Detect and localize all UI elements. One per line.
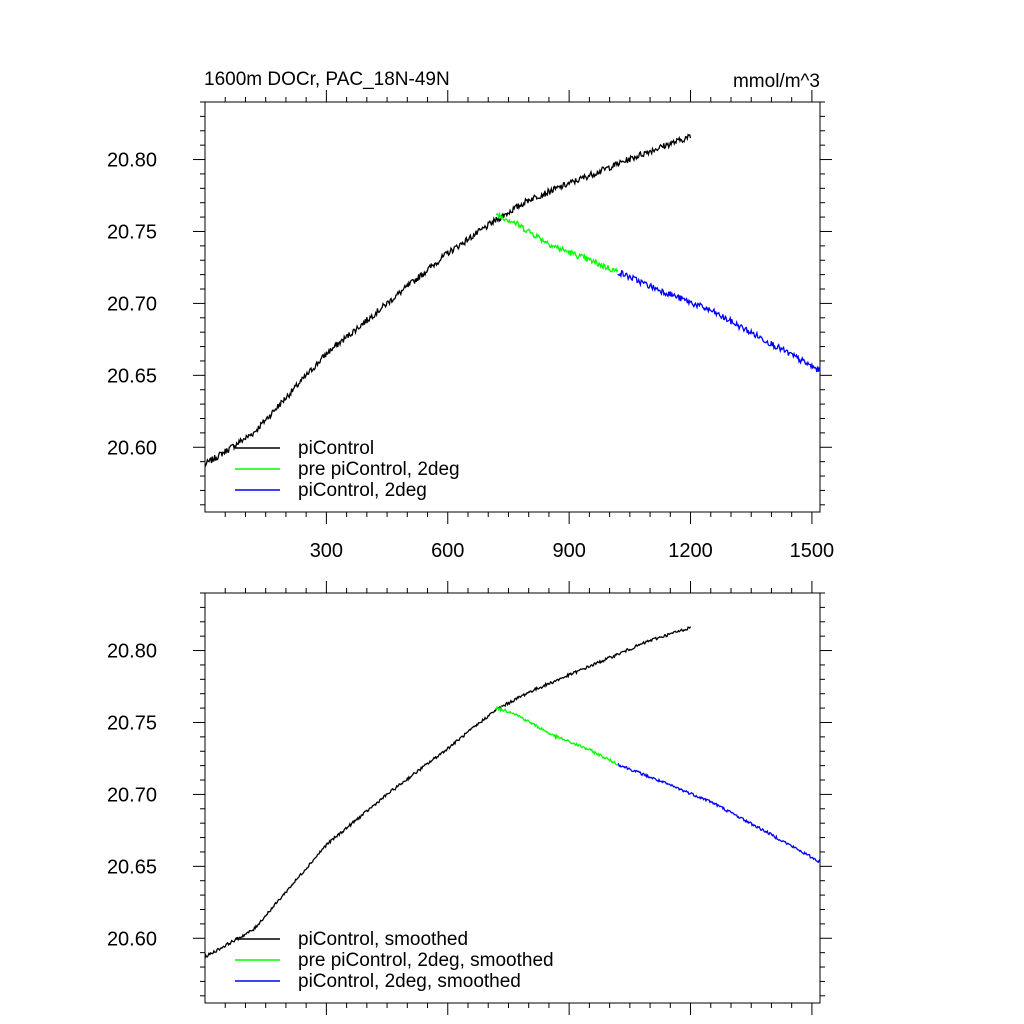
legend-label: piControl, smoothed [298,929,468,950]
units-label: mmol/m^3 [733,71,820,92]
series-line-1 [495,211,619,274]
y-tick-label: 20.75 [107,221,157,243]
top-panel: 300 600 900 1200 1500 20.60 20.65 20.70 20.75 20.… [107,90,834,562]
series-line-2 [617,269,821,373]
series-line-1 [495,705,618,766]
y-tick-label: 20.75 [107,712,157,734]
y-tick-label: 20.60 [107,928,157,950]
legend-label: piControl, 2deg, smoothed [298,971,521,992]
y-tick-label: 20.80 [107,641,157,663]
plot-frame [204,592,821,1004]
y-tick-label: 20.80 [107,150,157,172]
series-line-0 [204,133,692,467]
x-tick-label: 1500 [790,540,835,562]
x-tick-label: 600 [431,540,464,562]
legend-label: pre piControl, 2deg, smoothed [298,950,554,971]
legend-label: piControl, 2deg [298,480,427,501]
x-tick-label: 300 [310,540,343,562]
y-tick-label: 20.65 [107,365,157,387]
legend-label: piControl [298,438,374,459]
y-tick-label: 20.60 [107,437,157,459]
series-line-2 [617,762,821,864]
plot-frame [204,101,821,513]
figure-title: 1600m DOCr, PAC_18N-49N [204,69,450,90]
series-line-0 [204,626,692,959]
x-tick-label: 900 [552,540,585,562]
x-tick-label: 1200 [668,540,713,562]
y-tick-label: 20.70 [107,293,157,315]
legend-label: pre piControl, 2deg [298,459,460,480]
y-tick-label: 20.70 [107,784,157,806]
bottom-panel: 20.60 20.65 20.70 20.75 20.80 piControl, smoo… [107,581,832,1015]
y-tick-label: 20.65 [107,856,157,878]
